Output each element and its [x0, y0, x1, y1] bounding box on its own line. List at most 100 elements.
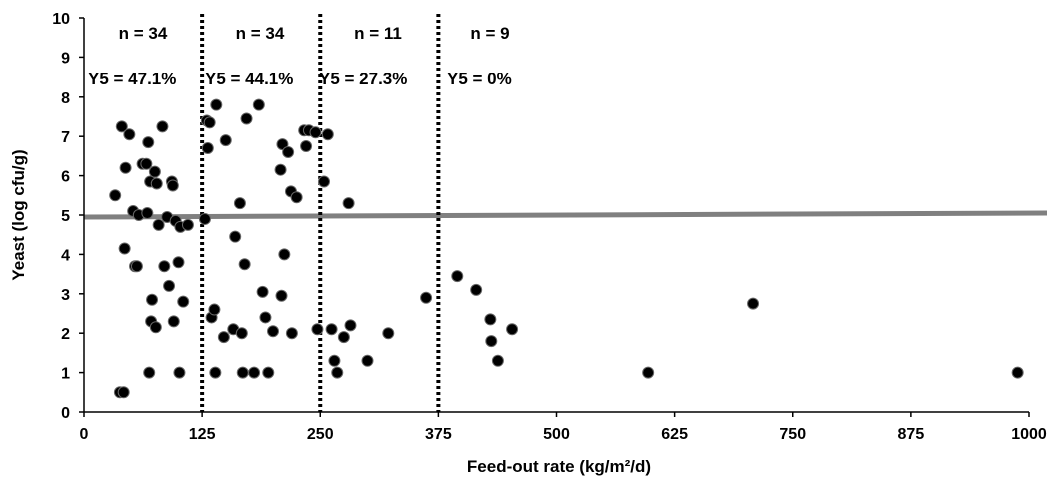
data-point — [337, 331, 350, 344]
data-point — [485, 335, 498, 348]
threshold-line — [83, 210, 1048, 220]
data-point — [217, 331, 230, 344]
data-point — [420, 291, 433, 304]
reference-line-layer — [83, 210, 1048, 220]
data-point — [130, 260, 143, 273]
x-tick-label: 1000 — [1011, 426, 1047, 443]
data-point — [209, 366, 222, 379]
group-count-label: n = 34 — [119, 24, 168, 43]
data-point — [642, 366, 655, 379]
group-percentage-label: Y5 = 27.3% — [319, 69, 407, 88]
data-point — [262, 366, 275, 379]
data-point — [470, 283, 483, 296]
data-point — [300, 140, 313, 153]
data-point — [233, 197, 246, 210]
data-point — [150, 177, 163, 190]
data-point — [451, 270, 464, 283]
data-point — [506, 323, 519, 336]
data-point — [148, 165, 161, 178]
y-tick-label: 10 — [52, 11, 70, 28]
data-point — [1011, 366, 1024, 379]
data-point — [382, 327, 395, 340]
data-points — [109, 98, 1024, 399]
data-point — [252, 98, 265, 111]
group-percentage-label: Y5 = 47.1% — [88, 69, 176, 88]
data-point — [248, 366, 261, 379]
group-percentage-label: Y5 = 44.1% — [205, 69, 293, 88]
data-point — [259, 311, 272, 324]
data-point — [158, 260, 171, 273]
x-axis-title: Feed-out rate (kg/m²/d) — [467, 457, 651, 476]
data-point — [208, 303, 221, 316]
data-point — [235, 327, 248, 340]
x-tick-label: 0 — [80, 426, 89, 443]
y-tick-label: 2 — [61, 326, 70, 343]
data-point — [275, 289, 288, 302]
x-tick-label: 250 — [307, 426, 334, 443]
y-tick-label: 1 — [61, 366, 70, 383]
data-point — [318, 175, 331, 188]
data-point — [118, 242, 131, 255]
x-tick-label: 875 — [898, 426, 925, 443]
y-tick-label: 4 — [61, 247, 70, 264]
y-tick-label: 0 — [61, 405, 70, 422]
data-point — [181, 218, 194, 231]
data-point — [166, 179, 179, 192]
data-point — [198, 212, 211, 225]
x-tick-label: 375 — [425, 426, 452, 443]
data-point — [325, 323, 338, 336]
data-point — [210, 98, 223, 111]
data-point — [290, 191, 303, 204]
data-point — [278, 248, 291, 261]
y-tick-label: 3 — [61, 287, 70, 304]
data-point — [285, 327, 298, 340]
x-tick-label: 750 — [779, 426, 806, 443]
y-axis-title: Yeast (log cfu/g) — [9, 149, 28, 280]
y-tick-label: 9 — [61, 50, 70, 67]
data-point — [342, 197, 355, 210]
data-point — [119, 161, 132, 174]
data-point — [143, 366, 156, 379]
data-point — [236, 366, 249, 379]
x-tick-label: 625 — [661, 426, 688, 443]
data-point — [747, 297, 760, 310]
data-point — [177, 295, 190, 308]
data-point — [163, 279, 176, 292]
data-point — [484, 313, 497, 326]
data-point — [109, 189, 122, 202]
data-point — [140, 157, 153, 170]
data-point — [123, 128, 136, 141]
data-point — [267, 325, 279, 338]
range-annotations: n = 34 n = 34 n = 11 n = 9 Y5 = 47.1% Y5 = 44… — [88, 24, 512, 88]
data-point — [240, 112, 253, 125]
data-point — [344, 319, 357, 332]
data-point — [146, 293, 159, 306]
y-tick-label: 8 — [61, 90, 70, 107]
x-tick-labels: 0 125 250 375 500 625 750 875 1000 — [80, 412, 1047, 443]
group-count-label: n = 9 — [470, 24, 509, 43]
data-point — [238, 258, 251, 271]
data-point — [142, 136, 155, 149]
data-point — [328, 354, 341, 367]
data-point — [219, 134, 232, 147]
data-point — [256, 285, 269, 298]
data-point — [201, 142, 214, 155]
data-point — [152, 218, 165, 231]
data-point — [282, 145, 295, 158]
data-point — [203, 116, 216, 129]
data-point — [491, 354, 504, 367]
y-tick-labels: 0 1 2 3 4 5 6 7 8 9 10 — [52, 11, 84, 422]
data-point — [156, 120, 169, 133]
data-point — [274, 163, 287, 176]
data-point — [141, 207, 154, 220]
data-point — [172, 256, 185, 269]
data-point — [311, 323, 324, 336]
x-tick-label: 500 — [543, 426, 570, 443]
data-point — [173, 366, 186, 379]
data-point — [331, 366, 344, 379]
data-point — [117, 386, 130, 399]
y-tick-label: 7 — [61, 129, 70, 146]
data-point — [309, 126, 322, 139]
y-tick-label: 5 — [61, 208, 70, 225]
